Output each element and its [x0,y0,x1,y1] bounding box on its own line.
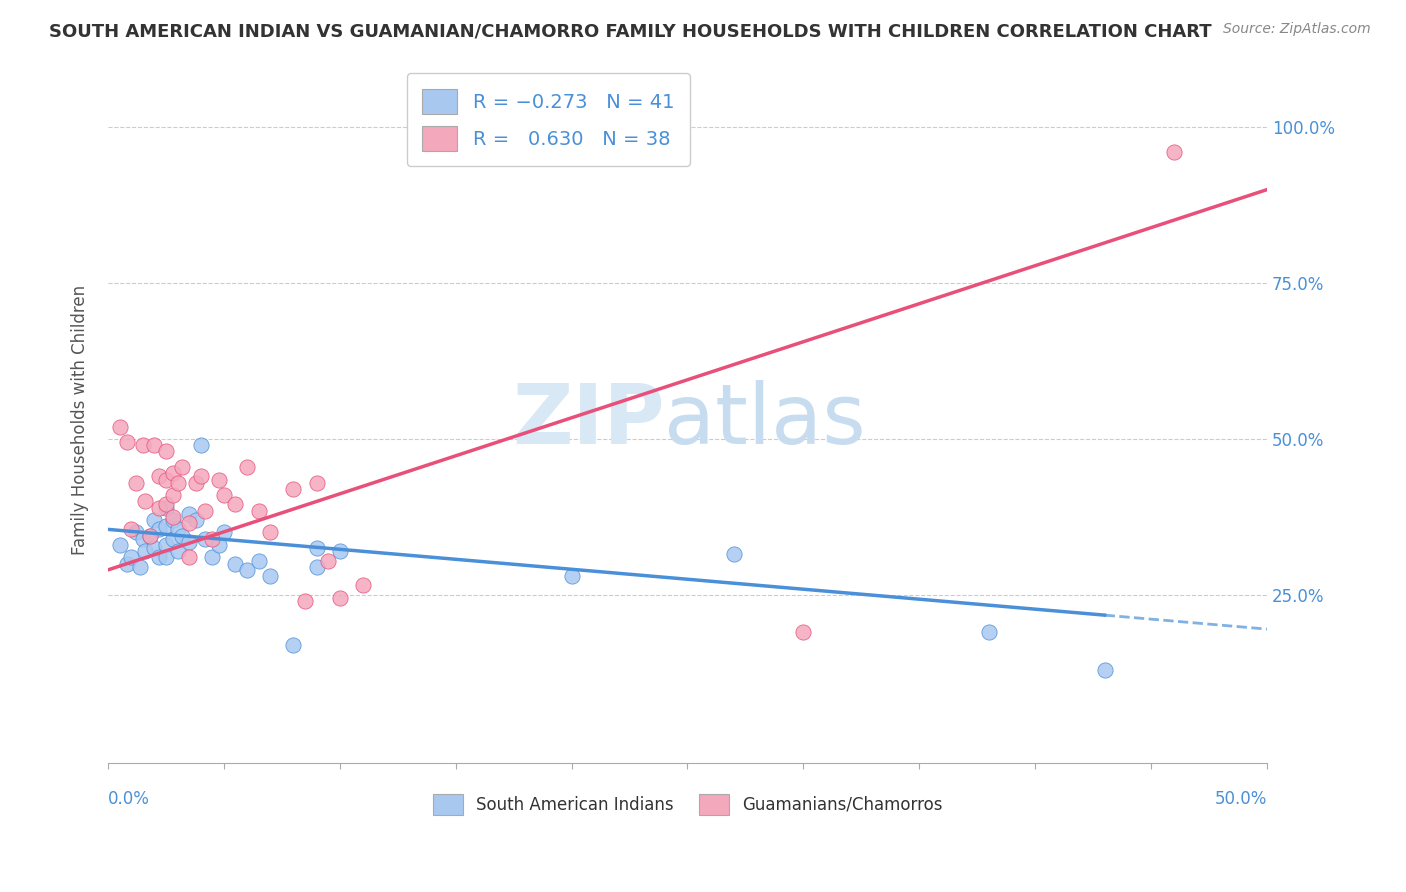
Point [166,475,188,490]
Point [120,522,142,536]
Text: atlas: atlas [664,380,866,461]
Point [329,591,352,605]
Point [236,563,259,577]
Point [143,513,166,527]
Point [155,538,177,552]
Point [208,473,231,487]
Point [184,475,207,490]
Point [179,534,201,549]
Text: ZIP: ZIP [512,380,664,461]
Point [283,638,305,652]
Point [162,467,184,481]
Point [155,473,177,487]
Point [179,550,201,565]
Point [162,513,184,527]
Point [305,541,328,555]
Point [134,544,156,558]
Point [247,504,270,518]
Point [1094,663,1116,677]
Point [294,594,316,608]
Point [190,469,212,483]
Point [184,513,207,527]
Point [259,569,281,583]
Point [179,516,201,530]
Point [212,488,235,502]
Point [561,569,583,583]
Point [224,557,246,571]
Text: 50.0%: 50.0% [1215,789,1267,807]
Point [201,532,224,546]
Point [155,444,177,458]
Point [352,578,374,592]
Point [201,550,224,565]
Point [138,528,160,542]
Point [148,500,170,515]
Point [224,498,246,512]
Point [316,553,339,567]
Point [134,494,156,508]
Point [148,550,170,565]
Point [125,475,148,490]
Point [208,538,231,552]
Point [148,469,170,483]
Point [329,544,352,558]
Point [155,519,177,533]
Point [1163,145,1185,160]
Point [247,553,270,567]
Point [162,532,184,546]
Point [166,522,188,536]
Text: 0.0%: 0.0% [108,789,150,807]
Point [792,625,814,640]
Text: SOUTH AMERICAN INDIAN VS GUAMANIAN/CHAMORRO FAMILY HOUSEHOLDS WITH CHILDREN CORR: SOUTH AMERICAN INDIAN VS GUAMANIAN/CHAMO… [49,22,1212,40]
Text: Source: ZipAtlas.com: Source: ZipAtlas.com [1223,22,1371,37]
Point [212,525,235,540]
Point [723,547,745,561]
Point [179,507,201,521]
Point [172,528,194,542]
Point [143,438,166,452]
Point [283,482,305,496]
Point [132,438,155,452]
Point [155,500,177,515]
Point [115,435,138,450]
Point [108,538,131,552]
Point [305,475,328,490]
Point [132,532,155,546]
Point [194,532,217,546]
Point [125,525,148,540]
Point [194,504,217,518]
Point [236,460,259,475]
Point [166,544,188,558]
Point [162,488,184,502]
Y-axis label: Family Households with Children: Family Households with Children [72,285,89,556]
Legend: South American Indians, Guamanians/Chamorros: South American Indians, Guamanians/Chamo… [425,785,950,823]
Point [162,509,184,524]
Point [115,557,138,571]
Point [190,438,212,452]
Point [143,541,166,555]
Point [120,550,142,565]
Point [155,498,177,512]
Point [129,559,152,574]
Point [172,460,194,475]
Point [108,419,131,434]
Point [259,525,281,540]
Point [138,528,160,542]
Point [148,522,170,536]
Point [155,550,177,565]
Point [305,559,328,574]
Point [977,625,1000,640]
